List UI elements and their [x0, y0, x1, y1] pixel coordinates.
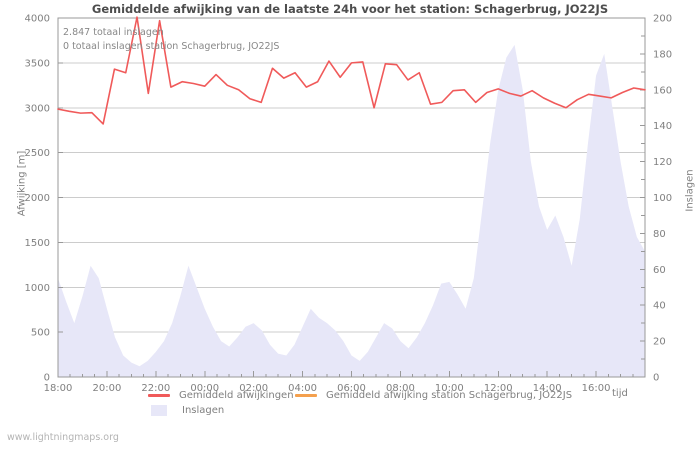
legend-label-1: Gemiddeld afwijkingen: [179, 390, 294, 401]
legend-label-2: Inslagen: [182, 405, 225, 416]
legend-line-red-icon: [148, 394, 170, 397]
y-axis-left-tick-label: 1500: [25, 238, 50, 249]
x-axis-tick-label: 18:00: [44, 383, 73, 394]
x-axis-tick-label: 10:00: [435, 383, 464, 394]
y-axis-right-tick-label: 140: [653, 121, 672, 132]
area-series-inslagen: [58, 44, 645, 378]
page-title: Gemiddelde afwijking van de laatste 24h …: [91, 2, 609, 16]
y-axis-right-tick-label: 80: [653, 229, 666, 240]
legend-label-3: Gemiddeld afwijking station Schagerbrug,…: [326, 390, 573, 401]
x-axis-tick-label: 12:00: [484, 383, 513, 394]
y-axis-right-tick-label: 160: [653, 85, 672, 96]
footer-url: www.lightningmaps.org: [7, 432, 119, 443]
y-axis-right-tick-label: 180: [653, 49, 672, 60]
y-axis-left-tick-label: 0: [44, 373, 50, 384]
y-axis-right-tick-label: 40: [653, 301, 666, 312]
y-axis-left-tick-label: 4000: [25, 14, 50, 25]
legend-item-gemiddeld-afwijkingen[interactable]: Gemiddeld afwijkingen: [148, 390, 294, 401]
x-axis-tick-label: 04:00: [288, 383, 317, 394]
line-series-gemiddeld-afwijkingen: [57, 16, 646, 125]
y-axis-right-tick-label: 60: [653, 265, 666, 276]
x-axis-label: tijd: [612, 388, 628, 399]
x-axis-tick-label: 14:00: [533, 383, 562, 394]
y-axis-right-tick-label: 20: [653, 337, 666, 348]
legend-item-station-afwijking[interactable]: Gemiddeld afwijking station Schagerbrug,…: [295, 390, 572, 401]
chart-annotation: 0 totaal inslagen station Schagerbrug, J…: [63, 41, 279, 52]
legend-swatch-area-icon: [151, 405, 167, 416]
y-axis-right-tick-label: 200: [653, 14, 672, 25]
x-axis-tick-label: 02:00: [239, 383, 268, 394]
x-axis-tick-label: 22:00: [141, 383, 170, 394]
x-axis-tick-label: 08:00: [386, 383, 415, 394]
x-axis-tick-label: 06:00: [337, 383, 366, 394]
y-axis-right-tick-label: 120: [653, 157, 672, 168]
y-axis-left-tick-label: 1000: [25, 283, 50, 294]
x-axis-tick-label: 16:00: [582, 383, 611, 394]
legend-line-orange-icon: [295, 394, 317, 397]
chart-annotation: 2.847 totaal inslagen: [63, 27, 164, 38]
legend-item-inslagen[interactable]: Inslagen: [148, 405, 224, 416]
y-axis-right-tick-label: 0: [653, 373, 659, 384]
y-axis-left-tick-label: 500: [31, 328, 50, 339]
y-axis-left-tick-label: 3500: [25, 58, 50, 69]
x-axis-tick-label: 20:00: [93, 383, 122, 394]
chart-legend: Gemiddeld afwijkingen Inslagen Gemiddeld…: [0, 390, 700, 426]
y-axis-left-tick-label: 2500: [25, 148, 50, 159]
y-axis-right-tick-label: 100: [653, 193, 672, 204]
x-axis-tick-label: 00:00: [190, 383, 219, 394]
y-axis-left-tick-label: 2000: [25, 193, 50, 204]
y-axis-left-tick-label: 3000: [25, 103, 50, 114]
